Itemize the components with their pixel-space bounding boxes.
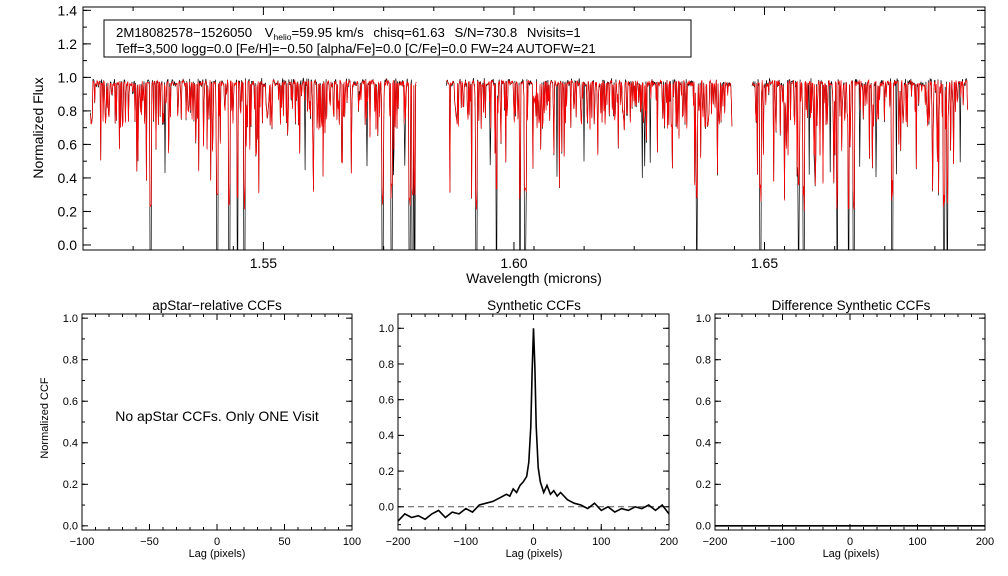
x-tick-label: −50 [140, 536, 159, 548]
apstar-ccf-title: apStar−relative CCFs [152, 298, 282, 313]
y-tick-label: 1.0 [379, 323, 394, 335]
y-tick-label: 0.2 [696, 479, 711, 491]
synthetic-ccf-title: Synthetic CCFs [487, 298, 581, 313]
x-tick-label: 0 [214, 536, 220, 548]
x-tick-label: −100 [70, 536, 95, 548]
y-tick-label: 0.0 [696, 521, 711, 533]
apstar-ccf-ticks: −100 −50 0 50 100 0.0 0.2 0.4 0.6 0.8 1.0 [63, 313, 361, 548]
y-tick-label: 1.0 [63, 313, 78, 325]
annotation-line-2: Teff=3,500 logg=0.0 [Fe/H]=−0.50 [alpha/… [116, 41, 596, 56]
apstar-ccf-y-axis-label: Normalized CCF [39, 377, 51, 459]
apstar-ccf-panel: apStar−relative CCFs −100 −50 0 50 100 0.0 0.2… [39, 298, 361, 560]
y-tick-label: 0.0 [379, 502, 394, 514]
model-spectrum-chip [90, 78, 417, 210]
y-tick-label: 0.2 [379, 466, 394, 478]
synthetic-ccf-panel: Synthetic CCFs −200 −100 0 100 200 0.0 0.2 0.4 0… [379, 298, 678, 560]
x-tick-label: 100 [908, 536, 926, 548]
vhelio-subscript: helio [274, 32, 292, 42]
y-tick-label: 0.0 [63, 521, 78, 533]
model-spectrum-chip [752, 78, 968, 212]
model-spectrum-chip [446, 78, 733, 210]
spectrum-x-axis-label: Wavelength (microns) [466, 270, 602, 286]
spectrum-panel: 1.55 1.60 1.65 0.0 0.2 0.4 0.6 0.8 1.0 1.2 1.4 2M1… [30, 2, 986, 286]
x-tick-label: 100 [592, 536, 610, 548]
y-tick-label: 0.8 [58, 103, 78, 119]
snr-value: S/N=730.8 [455, 25, 518, 40]
y-tick-label: 1.2 [58, 36, 78, 52]
spectrum-annotation: 2M18082578−1526050 Vhelio=59.95 km/s chi… [103, 19, 692, 58]
y-tick-label: 0.4 [58, 170, 78, 186]
y-tick-label: 0.4 [379, 430, 394, 442]
synthetic-ccf-ticks: −200 −100 0 100 200 0.0 0.2 0.4 0.6 0.8 1.0 [379, 314, 678, 548]
y-tick-label: 0.8 [63, 355, 78, 367]
y-tick-label: 0.8 [379, 359, 394, 371]
difference-ccf-x-axis-label: Lag (pixels) [823, 548, 880, 560]
y-tick-label: 0.8 [696, 355, 711, 367]
y-tick-label: 0.2 [58, 203, 78, 219]
spectrum-plot-frame [82, 6, 986, 251]
x-tick-label: −100 [453, 536, 478, 548]
x-tick-label: 1.55 [250, 255, 277, 271]
vhelio-value: =59.95 km/s [291, 25, 364, 40]
observed-spectrum-line [90, 77, 968, 251]
synthetic-ccf-curve [397, 328, 670, 522]
star-id: 2M18082578−1526050 [116, 25, 252, 40]
x-tick-label: 1.60 [500, 255, 527, 271]
annotation-box [103, 19, 692, 58]
y-tick-label: 0.0 [58, 237, 78, 253]
x-tick-label: −200 [386, 536, 411, 548]
y-tick-label: 1.0 [58, 69, 78, 85]
model-spectrum-line [90, 78, 968, 212]
y-tick-label: 0.6 [379, 395, 394, 407]
vhelio-label: V [265, 25, 274, 40]
y-tick-label: 0.6 [696, 396, 711, 408]
synthetic-ccf-frame [397, 313, 670, 531]
difference-ccf-frame [714, 313, 986, 531]
x-tick-label: −100 [770, 536, 795, 548]
y-tick-label: 0.2 [63, 479, 78, 491]
x-tick-label: 200 [660, 536, 678, 548]
annotation-line-1: 2M18082578−1526050 Vhelio=59.95 km/s chi… [116, 25, 581, 42]
difference-ccf-ticks: −200 −100 0 100 200 0.0 0.2 0.4 0.6 0.8 1.0 [696, 313, 994, 548]
chisq-value: chisq=61.63 [373, 25, 445, 40]
x-tick-label: 0 [530, 536, 536, 548]
observed-spectrum-chip [90, 77, 417, 251]
x-tick-label: −200 [703, 536, 728, 548]
difference-ccf-title: Difference Synthetic CCFs [772, 298, 931, 313]
difference-ccf-panel: Difference Synthetic CCFs −200 −100 0 100 20… [696, 298, 994, 560]
observed-spectrum-chip [445, 78, 733, 251]
x-tick-label: 100 [343, 536, 361, 548]
synthetic-ccf-x-axis-label: Lag (pixels) [506, 548, 563, 560]
apstar-ccf-x-axis-label: Lag (pixels) [189, 548, 246, 560]
nvisits-value: Nvisits=1 [527, 25, 581, 40]
apstar-ccf-message: No apStar CCFs. Only ONE Visit [115, 408, 319, 424]
y-tick-label: 0.4 [63, 438, 78, 450]
y-tick-label: 0.6 [58, 136, 78, 152]
x-tick-label: 0 [847, 536, 853, 548]
spectrum-x-ticks: 1.55 1.60 1.65 0.0 0.2 0.4 0.6 0.8 1.0 1.2 1.4 [58, 2, 986, 271]
x-tick-label: 200 [976, 536, 994, 548]
apstar-ccf-frame [81, 313, 353, 531]
y-tick-label: 0.4 [696, 438, 711, 450]
y-tick-label: 0.6 [63, 396, 78, 408]
y-tick-label: 1.4 [58, 2, 78, 18]
spectrum-y-axis-label: Normalized Flux [30, 77, 46, 178]
x-tick-label: 50 [278, 536, 290, 548]
x-tick-label: 1.65 [751, 255, 778, 271]
y-tick-label: 1.0 [696, 313, 711, 325]
